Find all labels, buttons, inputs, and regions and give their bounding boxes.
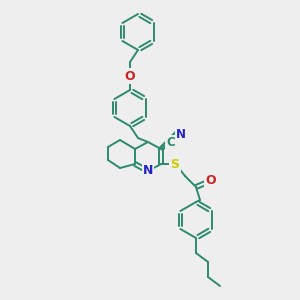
Text: N: N bbox=[143, 164, 153, 178]
Text: O: O bbox=[206, 173, 216, 187]
Text: O: O bbox=[125, 70, 135, 83]
Text: S: S bbox=[170, 158, 179, 170]
Text: N: N bbox=[176, 128, 186, 142]
Text: C: C bbox=[167, 136, 176, 149]
